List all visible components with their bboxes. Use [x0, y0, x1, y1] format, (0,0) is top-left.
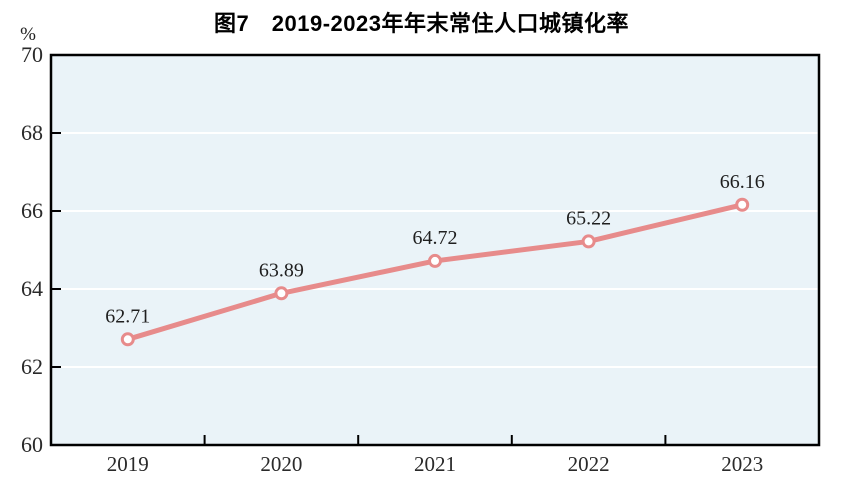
data-point-marker [274, 286, 289, 301]
y-tick-label: 68 [21, 120, 43, 145]
x-tick-label: 2020 [260, 452, 302, 476]
x-tick-label: 2019 [107, 452, 149, 476]
y-axis-unit-label: % [20, 24, 36, 45]
x-tick-label: 2022 [568, 452, 610, 476]
data-point-label: 65.22 [566, 207, 611, 229]
data-point-label: 66.16 [720, 171, 765, 193]
data-point-label: 64.72 [413, 227, 458, 249]
plot-area [49, 53, 821, 447]
y-tick-label: 66 [21, 198, 43, 223]
data-point-marker [581, 234, 596, 249]
x-tick-label: 2021 [414, 452, 456, 476]
data-point-marker [735, 197, 750, 212]
y-tick-label: 60 [21, 432, 43, 457]
y-tick-label: 70 [21, 42, 43, 67]
data-point-label: 62.71 [105, 305, 150, 327]
y-tick-label: 64 [21, 276, 43, 301]
data-point-marker [120, 332, 135, 347]
x-tick-label: 2023 [721, 452, 763, 476]
data-point-marker [428, 253, 442, 268]
y-tick-label: 62 [21, 354, 43, 379]
data-point-label: 63.89 [259, 259, 304, 281]
chart-title: 图7 2019-2023年年末常住人口城镇化率 [214, 11, 629, 36]
